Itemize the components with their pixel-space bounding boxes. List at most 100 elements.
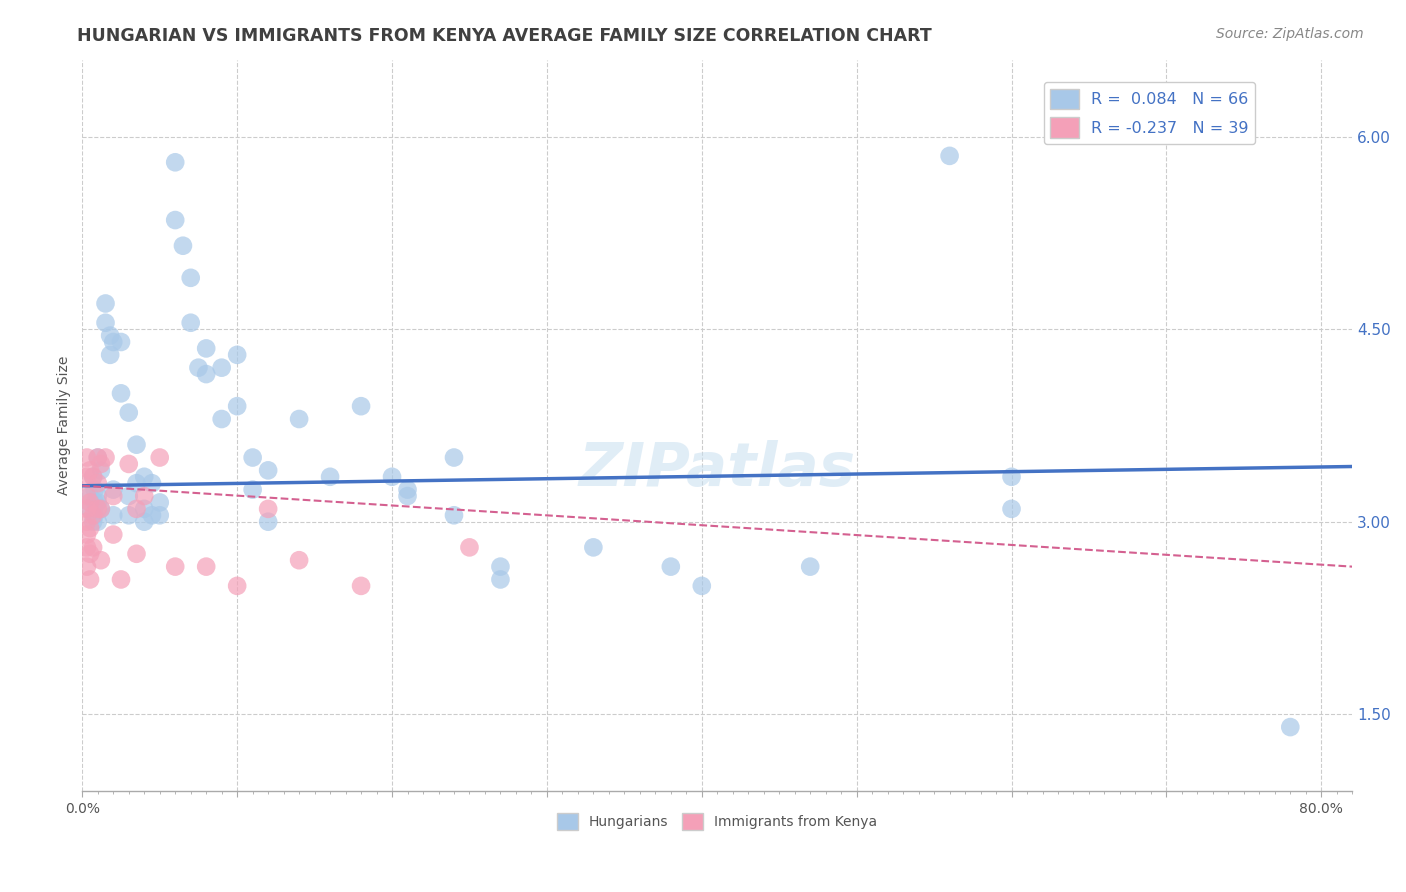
Point (180, 270, 202, 285)
Point (94, 450, 117, 465)
Text: HUNGARIAN VS IMMIGRANTS FROM KENYA AVERAGE FAMILY SIZE CORRELATION CHART: HUNGARIAN VS IMMIGRANTS FROM KENYA AVERA… (77, 27, 932, 45)
Point (94, 296, 117, 310)
Point (76, 559, 98, 574)
Point (76, 450, 98, 465)
Point (79, 501, 101, 516)
Point (90, 457, 112, 471)
Point (125, 476, 148, 491)
Point (195, 367, 218, 381)
Point (79, 547, 101, 561)
Point (103, 489, 125, 503)
Point (257, 515, 280, 529)
Point (350, 579, 373, 593)
Point (489, 573, 512, 587)
Point (94, 316, 117, 330)
Point (76, 527, 98, 541)
Point (134, 489, 156, 503)
Point (125, 547, 148, 561)
Point (489, 559, 512, 574)
Point (165, 155, 187, 169)
Point (242, 483, 264, 497)
Point (288, 553, 311, 567)
Point (226, 579, 249, 593)
Point (165, 213, 187, 227)
Point (141, 476, 163, 491)
Text: Source: ZipAtlas.com: Source: ZipAtlas.com (1216, 27, 1364, 41)
Point (288, 412, 311, 426)
Point (103, 527, 125, 541)
Point (134, 470, 156, 484)
Point (443, 508, 465, 523)
Point (90, 501, 112, 516)
Point (1279, 720, 1302, 734)
Point (79, 573, 101, 587)
Point (79, 463, 101, 477)
Point (83, 495, 105, 509)
Point (149, 508, 172, 523)
Point (87, 489, 110, 503)
Point (396, 483, 419, 497)
Point (83, 508, 105, 523)
Point (938, 149, 960, 163)
Point (87, 450, 110, 465)
Point (180, 316, 202, 330)
Point (79, 521, 101, 535)
Point (443, 450, 465, 465)
Point (319, 470, 342, 484)
Point (195, 342, 218, 356)
Point (76, 541, 98, 555)
Point (257, 463, 280, 477)
Point (90, 553, 112, 567)
Point (103, 334, 125, 349)
Point (226, 399, 249, 413)
Point (103, 508, 125, 523)
Point (149, 450, 172, 465)
Point (103, 483, 125, 497)
Point (172, 238, 194, 252)
Point (350, 399, 373, 413)
Point (98, 328, 121, 343)
Point (82, 470, 104, 484)
Point (118, 508, 141, 523)
Point (82, 508, 104, 523)
Point (82, 470, 104, 484)
Point (125, 501, 148, 516)
Point (83, 483, 105, 497)
Point (118, 406, 141, 420)
Point (118, 457, 141, 471)
Point (659, 559, 682, 574)
Point (257, 501, 280, 516)
Point (76, 501, 98, 516)
Point (226, 348, 249, 362)
Point (1000, 470, 1022, 484)
Point (149, 495, 172, 509)
Text: ZIPatlas: ZIPatlas (579, 440, 856, 499)
Point (82, 515, 104, 529)
Point (98, 348, 121, 362)
Point (90, 463, 112, 477)
Point (87, 495, 110, 509)
Point (211, 360, 233, 375)
Point (118, 489, 141, 503)
Point (799, 559, 821, 574)
Point (165, 559, 187, 574)
Point (1000, 501, 1022, 516)
Point (87, 501, 110, 516)
Point (76, 489, 98, 503)
Point (195, 559, 218, 574)
Point (141, 508, 163, 523)
Point (87, 476, 110, 491)
Point (187, 360, 209, 375)
Point (110, 573, 132, 587)
Point (582, 541, 605, 555)
Point (134, 501, 156, 516)
Y-axis label: Average Family Size: Average Family Size (58, 356, 72, 495)
Point (79, 495, 101, 509)
Point (211, 412, 233, 426)
Point (110, 386, 132, 401)
Point (381, 470, 404, 484)
Point (690, 579, 713, 593)
Point (79, 489, 101, 503)
Legend: Hungarians, Immigrants from Kenya: Hungarians, Immigrants from Kenya (551, 807, 883, 836)
Point (396, 489, 419, 503)
